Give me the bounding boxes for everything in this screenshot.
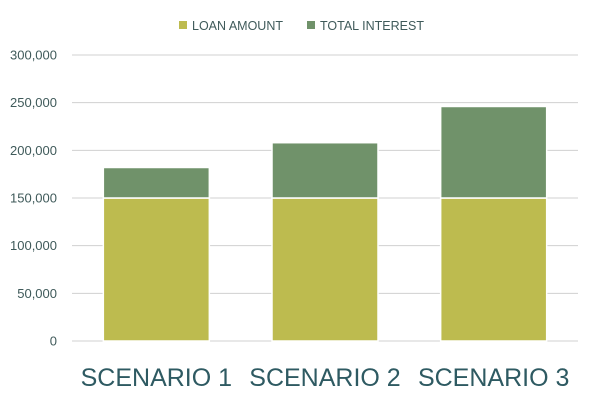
x-axis-category-labels: SCENARIO 1 SCENARIO 2 SCENARIO 3 (81, 364, 570, 392)
y-tick-label: 100,000 (10, 238, 57, 253)
bars (102, 105, 548, 342)
x-category-label: SCENARIO 1 (81, 364, 232, 392)
y-tick-label: 50,000 (17, 286, 57, 301)
legend-swatch (179, 21, 187, 29)
x-category-label: SCENARIO 2 (249, 364, 400, 392)
y-tick-label: 200,000 (10, 143, 57, 158)
y-tick-label: 150,000 (10, 191, 57, 206)
x-category-label: SCENARIO 3 (418, 364, 569, 392)
bar-loan-amount-3 (439, 197, 548, 342)
legend-swatch (307, 21, 315, 29)
y-tick-label: 0 (50, 334, 57, 349)
bar-total-interest-2 (271, 141, 379, 199)
legend-label: TOTAL INTEREST (320, 19, 424, 33)
bar-total-interest-3 (439, 105, 548, 199)
bar-total-interest-1 (102, 166, 211, 199)
bar-loan-amount-2 (271, 197, 379, 342)
bar-loan-amount-1 (102, 197, 211, 342)
legend-label: LOAN AMOUNT (192, 19, 283, 33)
y-tick-label: 250,000 (10, 95, 57, 110)
y-tick-label: 300,000 (10, 48, 57, 63)
y-axis-tick-labels: 0 50,000 100,000 150,000 200,000 250,000 300,0… (10, 48, 57, 349)
legend: LOAN AMOUNT TOTAL INTEREST (179, 19, 424, 33)
